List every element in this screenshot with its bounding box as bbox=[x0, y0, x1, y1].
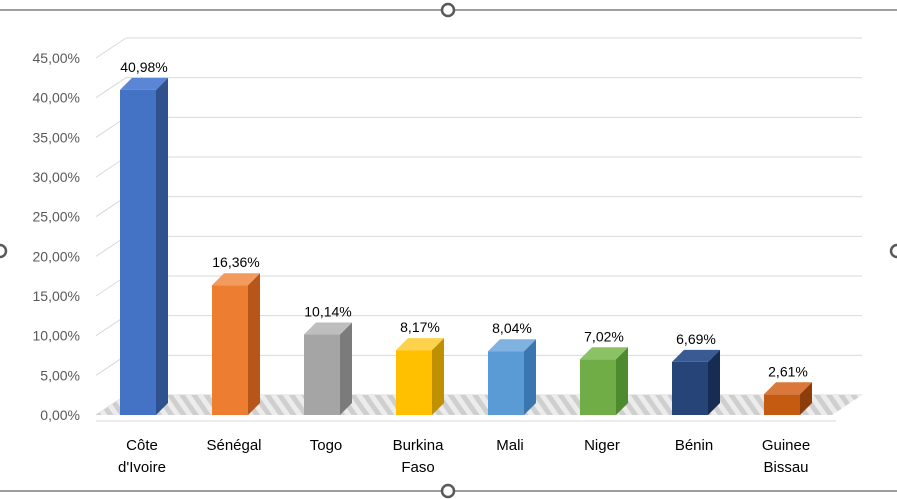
bar bbox=[120, 77, 168, 415]
bar-top bbox=[764, 382, 812, 395]
gridlines bbox=[95, 37, 862, 416]
bar-front bbox=[488, 351, 524, 415]
bar bbox=[396, 338, 444, 415]
data-label: 10,14% bbox=[304, 304, 351, 320]
bar bbox=[304, 322, 352, 415]
data-label: 8,17% bbox=[400, 319, 440, 335]
bar-side bbox=[708, 349, 720, 415]
x-tick-label: d'Ivoire bbox=[118, 459, 166, 476]
data-label: 16,36% bbox=[212, 254, 259, 270]
bar bbox=[212, 273, 260, 415]
data-label: 2,61% bbox=[768, 363, 808, 379]
x-tick-label: Bénin bbox=[675, 437, 713, 454]
bar-front bbox=[120, 89, 156, 415]
bar-top bbox=[304, 322, 352, 335]
x-tick-label: Mali bbox=[496, 437, 524, 454]
x-tick-label: Sénégal bbox=[206, 437, 261, 454]
x-tick-label: Côte bbox=[126, 437, 158, 454]
resize-handle[interactable] bbox=[440, 2, 456, 18]
y-tick-label: 35,00% bbox=[33, 129, 80, 145]
floor-plane bbox=[96, 395, 862, 415]
x-tick-label: Burkina bbox=[393, 437, 445, 454]
resize-handle[interactable] bbox=[440, 483, 456, 499]
y-tick-label: 5,00% bbox=[40, 367, 80, 383]
bar-side bbox=[340, 322, 352, 415]
y-tick-label: 30,00% bbox=[33, 169, 80, 185]
x-axis: Côte d'Ivoire Sénégal Togo Burkina Faso Mali Ni… bbox=[118, 437, 810, 476]
bar-top bbox=[580, 347, 628, 360]
bar-top bbox=[396, 338, 444, 351]
bar-front bbox=[580, 359, 616, 415]
bar-side bbox=[432, 338, 444, 415]
y-tick-label: 20,00% bbox=[33, 248, 80, 264]
resize-handle[interactable] bbox=[0, 243, 8, 259]
data-labels: 40,98% 16,36% 10,14% 8,17% 8,04% 7,02% 6,69% 2,… bbox=[120, 59, 808, 379]
bar-side bbox=[616, 347, 628, 415]
gridline-depth bbox=[95, 77, 127, 99]
bar-side bbox=[156, 77, 168, 415]
bar bbox=[764, 382, 812, 415]
x-tick-label: Niger bbox=[584, 437, 620, 454]
data-label: 8,04% bbox=[492, 320, 532, 336]
gridline-depth bbox=[95, 37, 127, 59]
bar-top bbox=[212, 273, 260, 286]
x-tick-label: Bissau bbox=[763, 459, 808, 476]
chart-floor bbox=[96, 395, 862, 422]
y-tick-label: 10,00% bbox=[33, 328, 80, 344]
bar-side bbox=[800, 382, 812, 415]
x-tick-label: Faso bbox=[401, 459, 434, 476]
x-tick-label: Togo bbox=[310, 437, 343, 454]
bar-front bbox=[764, 394, 800, 415]
y-tick-label: 45,00% bbox=[33, 50, 80, 66]
data-label: 40,98% bbox=[120, 59, 167, 75]
data-label: 6,69% bbox=[676, 331, 716, 347]
bar-top bbox=[672, 349, 720, 362]
y-tick-label: 0,00% bbox=[40, 407, 80, 423]
bar-front bbox=[304, 334, 340, 415]
y-tick-label: 40,00% bbox=[33, 90, 80, 106]
y-tick-label: 15,00% bbox=[33, 288, 80, 304]
bars bbox=[120, 77, 812, 415]
bar-side bbox=[524, 339, 536, 415]
data-label: 7,02% bbox=[584, 328, 624, 344]
bar-top bbox=[488, 339, 536, 352]
bar-top bbox=[120, 77, 168, 90]
y-tick-label: 25,00% bbox=[33, 209, 80, 225]
x-tick-label: Guinee bbox=[762, 437, 810, 454]
bar bbox=[580, 347, 628, 415]
y-axis: 0,00% 5,00% 10,00% 15,00% 20,00% 25,00% 30,00%… bbox=[33, 50, 80, 423]
bar bbox=[672, 349, 720, 415]
bar-front bbox=[672, 361, 708, 415]
bar-side bbox=[248, 273, 260, 415]
resize-handle[interactable] bbox=[889, 243, 897, 259]
bar-front bbox=[212, 285, 248, 415]
bar bbox=[488, 339, 536, 415]
bar-front bbox=[396, 350, 432, 415]
